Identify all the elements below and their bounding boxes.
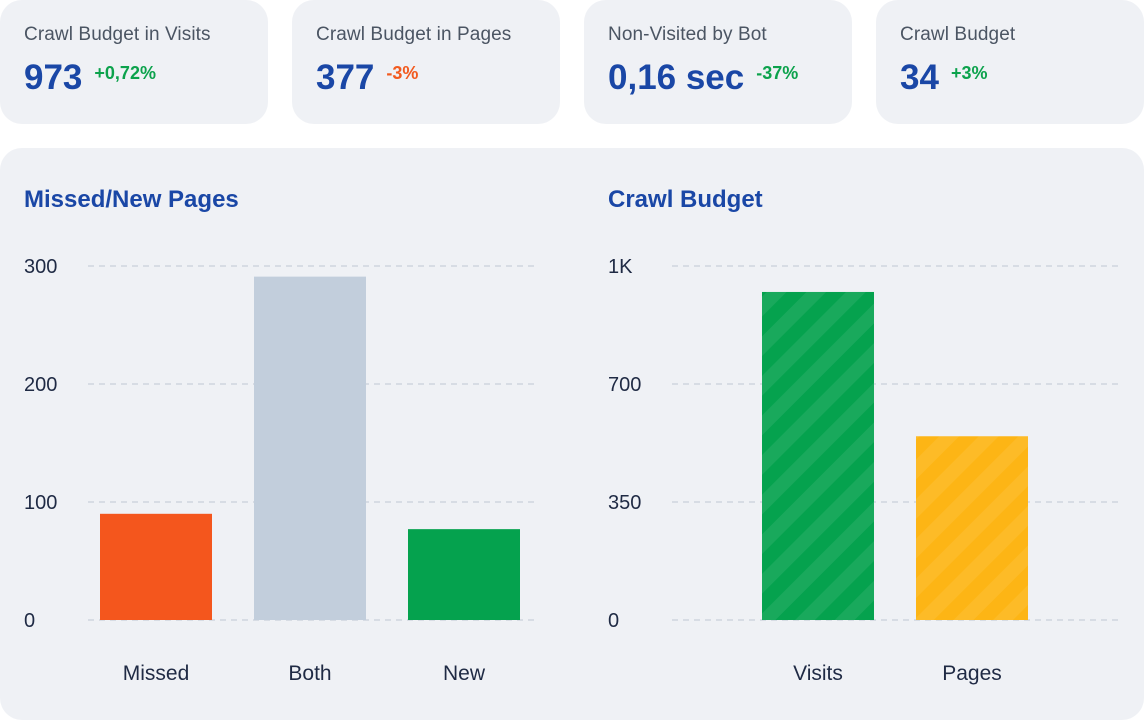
chart-title-missed-new: Missed/New Pages [24,186,239,213]
kpi-title: Crawl Budget [900,24,1016,45]
kpi-title: Non-Visited by Bot [608,24,767,45]
kpi-card-crawl-budget: Crawl Budget 34 +3% [876,0,1144,124]
y-tick-label: 350 [608,492,641,514]
kpi-change: -3% [386,63,419,83]
x-category-label: Missed [123,662,190,685]
y-tick-label: 100 [24,492,57,514]
kpi-value: 377 [316,58,375,97]
kpi-value: 0,16 sec [608,58,745,97]
kpi-title: Crawl Budget in Visits [24,24,211,45]
y-tick-label: 300 [24,256,57,278]
y-tick-label: 0 [608,610,619,632]
bar-charts: 0 100 200 300 Missed Both New 0 350 700 1K Visits Pa… [24,256,1118,685]
x-category-label: Visits [793,662,843,685]
bar-both [254,276,366,620]
kpi-value: 34 [900,58,939,97]
y-tick-label: 700 [608,374,641,396]
kpi-value: 973 [24,58,83,97]
charts-panel: Missed/New Pages Crawl Budget 0 100 200 300… [0,148,1144,720]
kpi-card-non-visited: Non-Visited by Bot 0,16 sec -37% [584,0,852,124]
bar-new [408,529,520,620]
y-tick-label: 0 [24,610,35,632]
kpi-title: Crawl Budget in Pages [316,24,512,45]
x-category-label: Both [288,662,331,685]
kpi-card-visits: Crawl Budget in Visits 973 +0,72% [0,0,268,124]
bar-stripes [916,436,1028,620]
y-tick-label: 200 [24,374,57,396]
bar-stripes [762,291,874,620]
kpi-change: +3% [950,63,988,83]
x-category-label: Pages [942,662,1002,685]
kpi-change: -37% [756,63,799,83]
kpi-change: +0,72% [94,63,156,83]
y-tick-label: 1K [608,256,633,278]
chart-title-crawl-budget: Crawl Budget [608,186,763,213]
bar-missed [100,513,212,620]
x-category-label: New [443,662,486,685]
kpi-card-pages: Crawl Budget in Pages 377 -3% [292,0,560,124]
